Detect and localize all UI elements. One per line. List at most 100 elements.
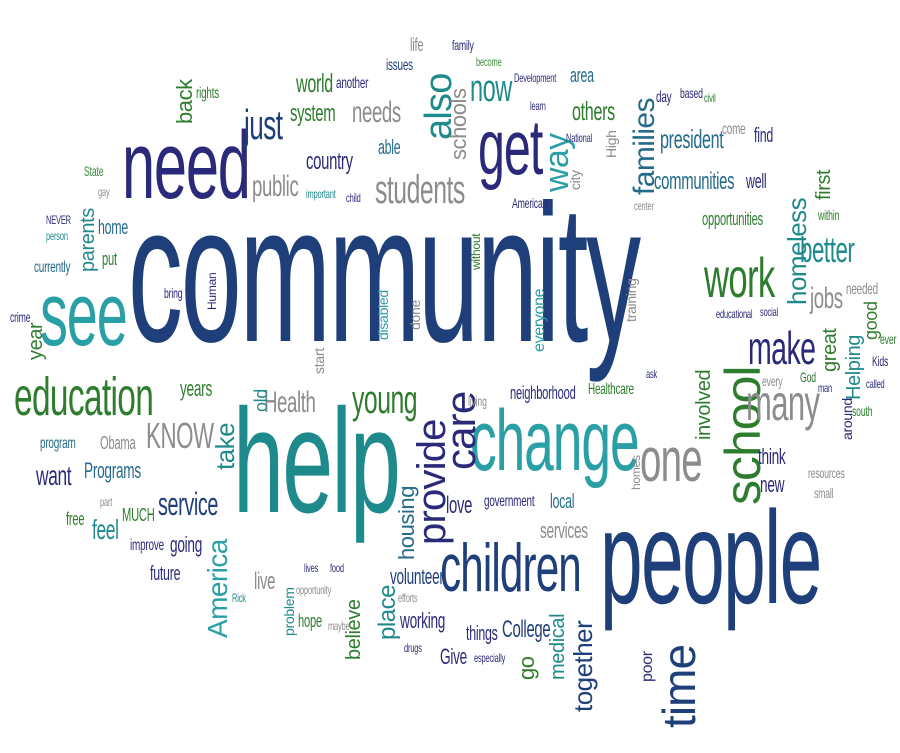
word-done: done <box>407 299 423 330</box>
word-life: life <box>410 35 424 55</box>
word-education: education <box>14 367 154 427</box>
word-work: work <box>704 246 775 309</box>
word-government: government <box>484 493 535 510</box>
word-together: together <box>568 620 598 712</box>
word-National: National <box>566 131 593 145</box>
word-part: part <box>100 495 113 509</box>
word-homeless: homeless <box>782 197 812 305</box>
word-KNOW: KNOW <box>146 415 214 456</box>
word-without: without <box>469 233 483 270</box>
word-called: called <box>866 377 885 391</box>
word-come: come <box>722 121 746 138</box>
word-person: person <box>46 229 68 243</box>
word-God: God <box>800 369 816 385</box>
word-take: take <box>210 422 240 470</box>
word-system: system <box>290 100 336 127</box>
word-man: man <box>818 381 833 395</box>
word-America: America <box>202 539 233 638</box>
word-Helping: Helping <box>843 334 865 400</box>
word-just: just <box>244 101 283 148</box>
word-jobs: jobs <box>810 282 843 315</box>
word-live: live <box>254 568 276 595</box>
word-currently: currently <box>34 259 71 276</box>
word-go: go <box>514 656 539 680</box>
word-crime: crime <box>10 309 31 325</box>
word-better: better <box>800 229 855 270</box>
word-improve: improve <box>130 537 164 554</box>
word-Healthcare: Healthcare <box>588 381 634 398</box>
word-communities: communities <box>654 168 735 195</box>
word-training: training <box>623 278 639 322</box>
word-gay: gay <box>98 185 110 199</box>
word-American: American <box>512 195 548 211</box>
word-based: based <box>680 85 703 101</box>
word-MUCH: MUCH <box>122 505 155 525</box>
word-Kids: Kids <box>872 353 889 369</box>
word-involved: involved <box>693 369 715 440</box>
word-world: world <box>296 68 333 98</box>
word-back: back <box>172 79 197 124</box>
word-State: State <box>84 163 104 179</box>
word-needs: needs <box>352 96 401 129</box>
word-years: years <box>180 376 212 401</box>
word-volunteer: volunteer <box>390 564 444 589</box>
word-well: well <box>746 171 767 193</box>
word-issues: issues <box>386 57 413 74</box>
word-country: country <box>306 148 353 175</box>
word-free: free <box>66 509 85 529</box>
word-around: around <box>839 398 855 440</box>
word-many: many <box>746 375 820 431</box>
word-love: love <box>446 492 473 519</box>
word-community: community <box>128 164 641 383</box>
word-change: change <box>470 393 640 489</box>
word-start: start <box>311 348 327 374</box>
word-College: College <box>502 616 551 643</box>
word-opportunity: opportunity <box>296 583 332 597</box>
word-resources: resources <box>808 465 845 481</box>
word-family: family <box>452 37 474 53</box>
word-one: one <box>640 426 703 495</box>
word-homes: homes <box>629 455 643 490</box>
word-disabled: disabled <box>375 290 391 340</box>
word-everyone: everyone <box>531 288 548 352</box>
word-day: day <box>656 89 672 106</box>
word-bring: bring <box>164 285 183 301</box>
word-drugs: drugs <box>404 641 422 655</box>
word-schools: schools <box>446 88 471 160</box>
word-NEVER: NEVER <box>46 213 71 227</box>
word-make: make <box>748 322 816 374</box>
word-year: year <box>25 322 47 360</box>
word-things: things <box>466 623 498 645</box>
word-maybe: maybe <box>328 619 350 633</box>
word-parents: parents <box>77 208 99 272</box>
word-home: home <box>98 217 129 239</box>
word-city: city <box>567 170 583 190</box>
word-Give: Give <box>440 644 467 669</box>
word-civil: civil <box>704 91 716 105</box>
word-put: put <box>102 249 117 269</box>
word-High: High <box>603 130 619 158</box>
word-place: place <box>374 585 401 640</box>
word-students: students <box>375 168 465 212</box>
word-poor: poor <box>639 651 656 682</box>
word-opportunities: opportunities <box>702 209 764 229</box>
word-see: see <box>40 265 128 365</box>
word-south: south <box>852 403 873 419</box>
word-program: program <box>40 435 76 452</box>
word-want: want <box>36 460 72 491</box>
word-new: new <box>760 472 785 497</box>
word-small: small <box>814 485 834 501</box>
word-working: working <box>400 608 446 633</box>
word-neighborhood: neighborhood <box>510 383 576 403</box>
word-Programs: Programs <box>84 458 141 483</box>
word-child: child <box>346 191 361 205</box>
word-ever: ever <box>880 331 897 347</box>
word-time: time <box>653 644 705 728</box>
word-help: help <box>233 379 401 544</box>
word-young: young <box>352 378 418 422</box>
word-especially: especially <box>474 651 506 665</box>
word-hope: hope <box>298 611 322 631</box>
word-old: old <box>251 389 271 412</box>
word-get: get <box>478 103 543 191</box>
